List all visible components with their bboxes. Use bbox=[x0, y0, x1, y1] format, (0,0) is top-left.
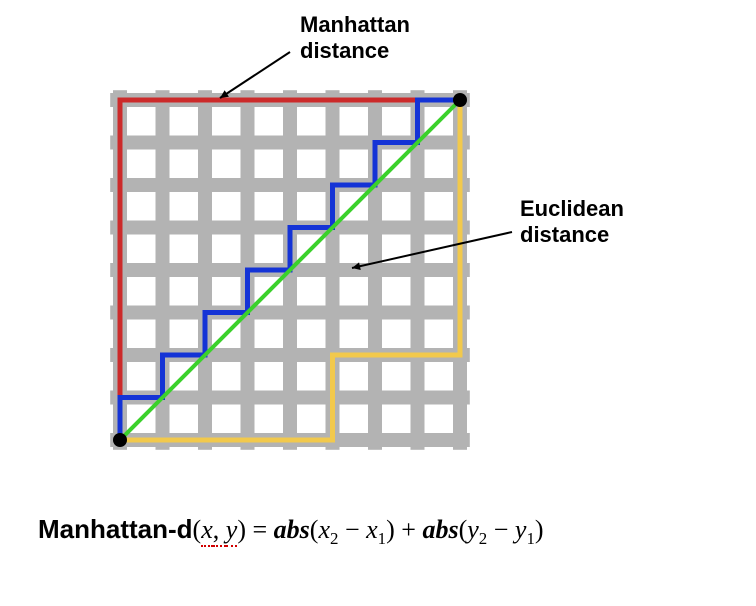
formula-part: 1 bbox=[526, 529, 534, 548]
arrow-line bbox=[220, 52, 290, 98]
formula-part: y bbox=[515, 515, 527, 544]
formula-part: − bbox=[487, 515, 515, 544]
formula-part: x bbox=[201, 515, 213, 547]
diagram-stage: Manhattan distance Euclidean distance Ma… bbox=[0, 0, 756, 606]
point-start bbox=[113, 433, 127, 447]
formula-part: x bbox=[366, 515, 378, 544]
formula-part: ) = bbox=[237, 515, 273, 544]
formula-part: 2 bbox=[479, 529, 487, 548]
formula-part: 1 bbox=[378, 529, 386, 548]
formula-part: y bbox=[226, 515, 238, 547]
euclidean-label: Euclidean distance bbox=[520, 196, 624, 249]
formula-part: ( bbox=[193, 515, 202, 544]
manhattan-label: Manhattan distance bbox=[300, 12, 410, 65]
formula-part: y bbox=[467, 515, 479, 544]
point-end bbox=[453, 93, 467, 107]
formula-part: abs bbox=[422, 515, 458, 544]
formula-part: Manhattan-d bbox=[38, 514, 193, 544]
formula-part: x bbox=[318, 515, 330, 544]
formula-part: , bbox=[213, 515, 226, 547]
formula-part: − bbox=[338, 515, 366, 544]
formula-part: ) bbox=[535, 515, 544, 544]
formula-part: ( bbox=[459, 515, 468, 544]
formula-text: Manhattan-d(x, y) = abs(x2 − x1) + abs(y… bbox=[38, 514, 544, 549]
formula-part: ) + bbox=[386, 515, 422, 544]
formula-part: abs bbox=[274, 515, 310, 544]
